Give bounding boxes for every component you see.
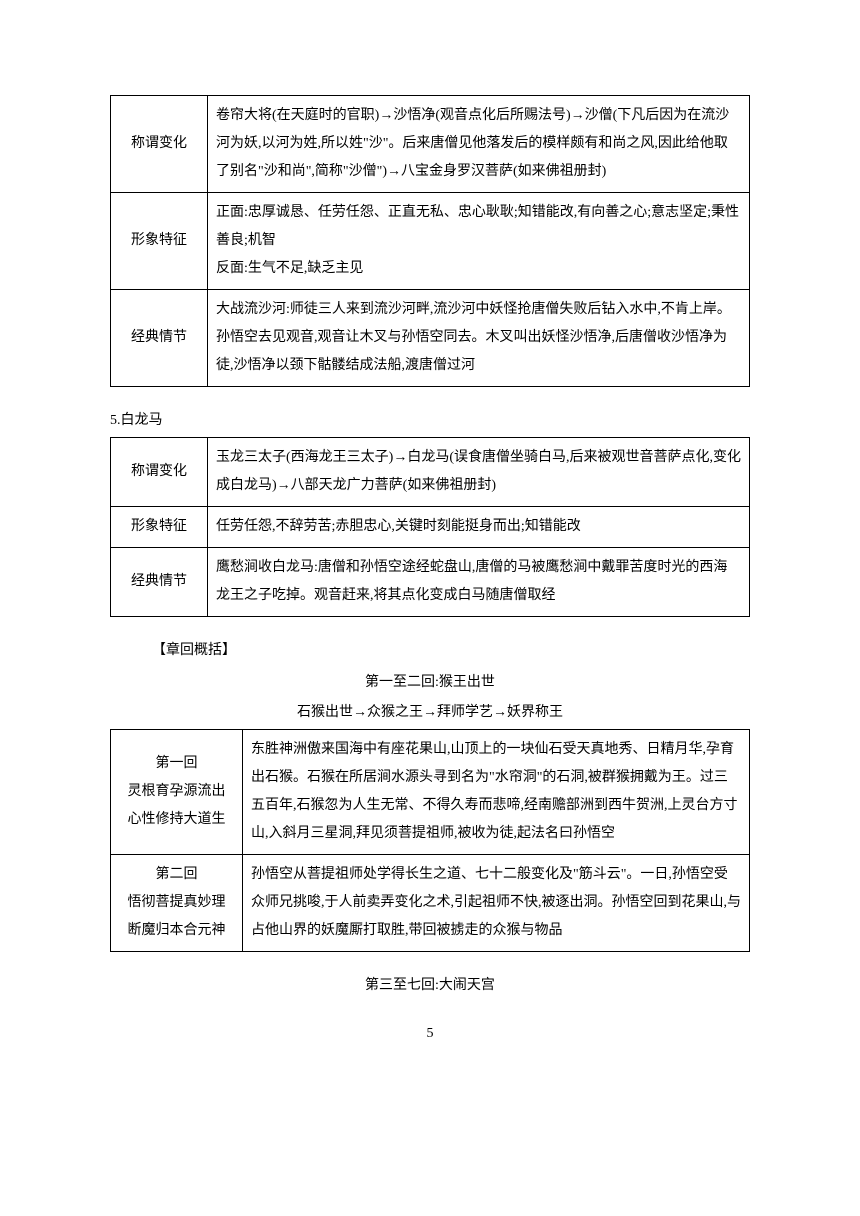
- row-content: 任劳任怨,不辞劳苦;赤胆忠心,关键时刻能挺身而出;知错能改: [208, 507, 750, 548]
- chapters-heading: 【章回概括】: [110, 637, 750, 665]
- table-row: 形象特征 任劳任怨,不辞劳苦;赤胆忠心,关键时刻能挺身而出;知错能改: [111, 507, 750, 548]
- table-row: 经典情节 大战流沙河:师徒三人来到流沙河畔,流沙河中妖怪抢唐僧失败后钻入水中,不…: [111, 290, 750, 387]
- section-title-bailongma: 5.白龙马: [110, 407, 750, 435]
- row-content: 鹰愁涧收白龙马:唐僧和孙悟空途经蛇盘山,唐僧的马被鹰愁涧中戴罪苦度时光的西海龙王…: [208, 548, 750, 617]
- chapter-label: 第一回 灵根育孕源流出 心性修持大道生: [111, 730, 243, 855]
- table-row: 经典情节 鹰愁涧收白龙马:唐僧和孙悟空途经蛇盘山,唐僧的马被鹰愁涧中戴罪苦度时光…: [111, 548, 750, 617]
- row-label: 形象特征: [111, 193, 208, 290]
- chapter-content: 东胜神洲傲来国海中有座花果山,山顶上的一块仙石受天真地秀、日精月华,孕育出石猴。…: [243, 730, 750, 855]
- row-content: 卷帘大将(在天庭时的官职)→沙悟净(观音点化后所赐法号)→沙僧(下凡后因为在流沙…: [208, 96, 750, 193]
- chapter-content: 孙悟空从菩提祖师处学得长生之道、七十二般变化及"筋斗云"。一日,孙悟空受众师兄挑…: [243, 855, 750, 952]
- row-label: 经典情节: [111, 548, 208, 617]
- table-bailongma: 称谓变化 玉龙三太子(西海龙王三太子)→白龙马(误食唐僧坐骑白马,后来被观世音菩…: [110, 437, 750, 617]
- document-page: 称谓变化 卷帘大将(在天庭时的官职)→沙悟净(观音点化后所赐法号)→沙僧(下凡后…: [0, 0, 860, 1082]
- table-row: 称谓变化 玉龙三太子(西海龙王三太子)→白龙马(误食唐僧坐骑白马,后来被观世音菩…: [111, 438, 750, 507]
- row-content: 正面:忠厚诚恳、任劳任怨、正直无私、忠心耿耿;知错能改,有向善之心;意志坚定;秉…: [208, 193, 750, 290]
- row-content: 大战流沙河:师徒三人来到流沙河畔,流沙河中妖怪抢唐僧失败后钻入水中,不肯上岸。孙…: [208, 290, 750, 387]
- row-content: 玉龙三太子(西海龙王三太子)→白龙马(误食唐僧坐骑白马,后来被观世音菩萨点化,变…: [208, 438, 750, 507]
- page-number: 5: [110, 1026, 750, 1042]
- row-label: 称谓变化: [111, 438, 208, 507]
- table-shaseng: 称谓变化 卷帘大将(在天庭时的官职)→沙悟净(观音点化后所赐法号)→沙僧(下凡后…: [110, 95, 750, 387]
- chapter-section-title: 第一至二回:猴王出世: [110, 669, 750, 697]
- chapter-section-sub: 石猴出世→众猴之王→拜师学艺→妖界称王: [110, 699, 750, 727]
- row-label: 形象特征: [111, 507, 208, 548]
- table-chapters-1-2: 第一回 灵根育孕源流出 心性修持大道生 东胜神洲傲来国海中有座花果山,山顶上的一…: [110, 729, 750, 952]
- table-row: 形象特征 正面:忠厚诚恳、任劳任怨、正直无私、忠心耿耿;知错能改,有向善之心;意…: [111, 193, 750, 290]
- chapter-section-title-2: 第三至七回:大闹天宫: [110, 972, 750, 1000]
- table-row: 称谓变化 卷帘大将(在天庭时的官职)→沙悟净(观音点化后所赐法号)→沙僧(下凡后…: [111, 96, 750, 193]
- table-row: 第一回 灵根育孕源流出 心性修持大道生 东胜神洲傲来国海中有座花果山,山顶上的一…: [111, 730, 750, 855]
- row-label: 经典情节: [111, 290, 208, 387]
- table-row: 第二回 悟彻菩提真妙理 断魔归本合元神 孙悟空从菩提祖师处学得长生之道、七十二般…: [111, 855, 750, 952]
- row-label: 称谓变化: [111, 96, 208, 193]
- chapter-label: 第二回 悟彻菩提真妙理 断魔归本合元神: [111, 855, 243, 952]
